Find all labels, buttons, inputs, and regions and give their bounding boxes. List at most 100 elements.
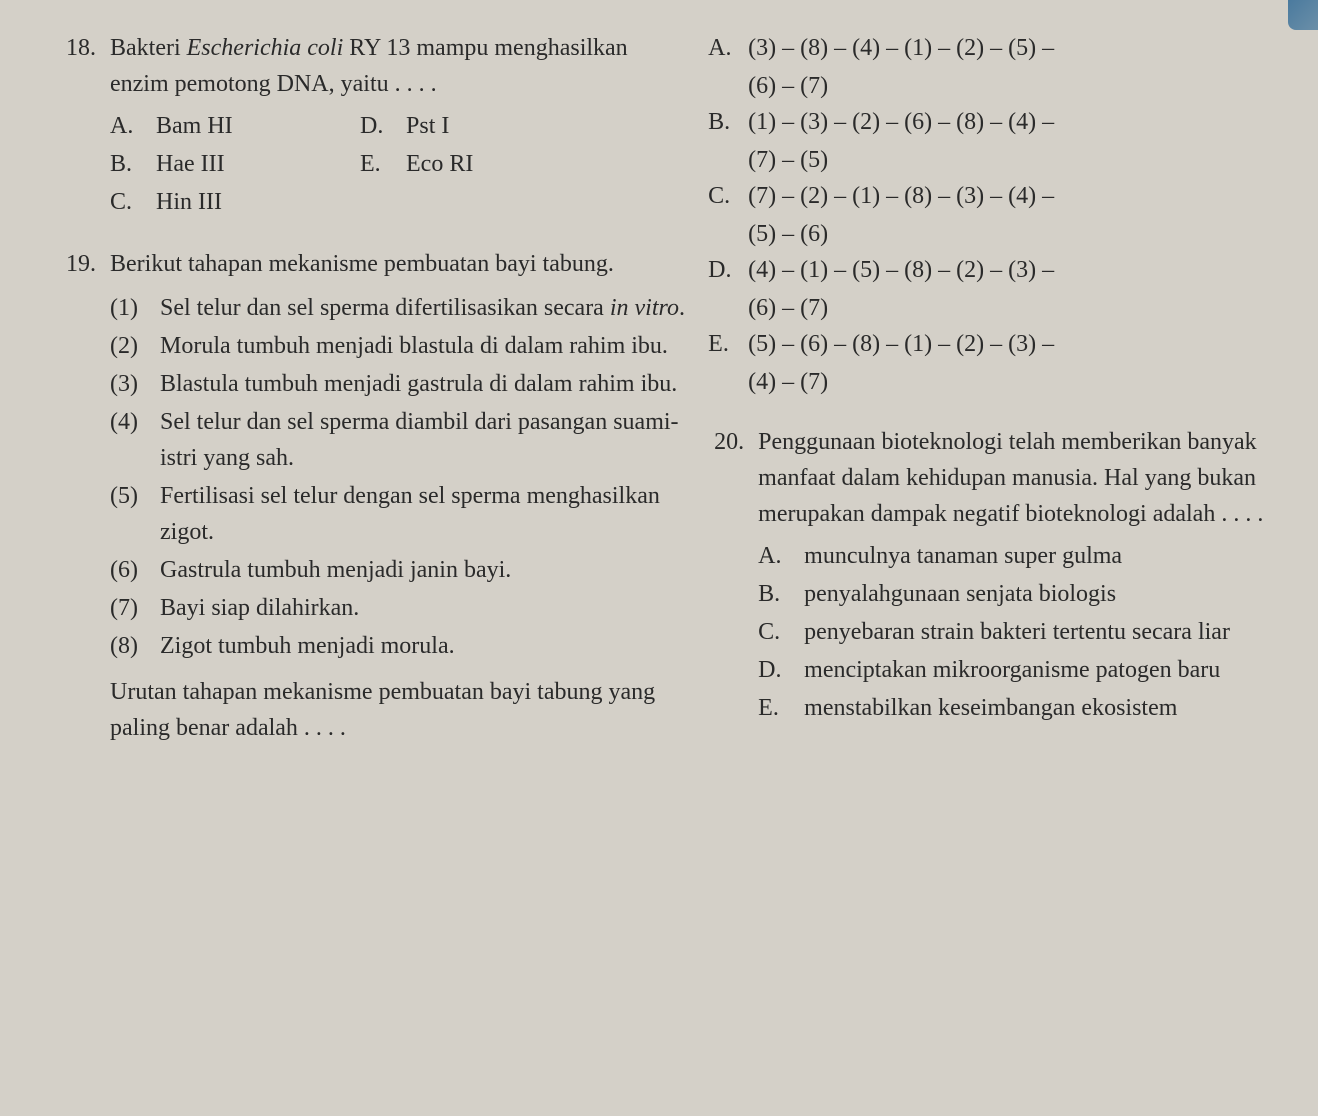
option-letter: E. [758, 690, 804, 726]
sub-text: Sel telur dan sel sperma diambil dari pa… [160, 404, 688, 476]
option-letter: B. [758, 576, 804, 612]
text-part: . [679, 295, 685, 321]
option-d: D. menciptakan mikroorganisme patogen ba… [758, 652, 1264, 688]
option-letter: C. [758, 614, 804, 650]
question-number: 20. [708, 424, 758, 728]
option-text: Bam HI [156, 108, 310, 144]
answer-a-cont: (6) – (7) [708, 68, 1264, 104]
answer-e: E. (5) – (6) – (8) – (1) – (2) – (3) – [708, 326, 1264, 362]
question-continuation: Urutan tahapan mekanisme pembuatan bayi … [110, 674, 688, 746]
option-a: A. Bam HI [110, 108, 310, 144]
text-italic: Escherichia coli [187, 35, 344, 61]
option-b: B. Hae III [110, 146, 310, 182]
sub-number: (7) [110, 590, 160, 626]
option-d: D. Pst I [360, 108, 449, 144]
answer-d-cont: (6) – (7) [708, 290, 1264, 326]
answer-d: D. (4) – (1) – (5) – (8) – (2) – (3) – [708, 252, 1264, 288]
sub-number: (4) [110, 404, 160, 476]
options-list: A. munculnya tanaman super gulma B. peny… [758, 538, 1264, 726]
question-body: Berikut tahapan mekanisme pembuatan bayi… [110, 246, 688, 746]
option-letter: D. [360, 108, 406, 144]
answer-a: A. (3) – (8) – (4) – (1) – (2) – (5) – [708, 30, 1264, 66]
text-part: Sel telur dan sel sperma difertilisasika… [160, 295, 610, 321]
option-e: E. menstabilkan keseimbangan ekosistem [758, 690, 1264, 726]
sub-item-1: (1) Sel telur dan sel sperma difertilisa… [110, 290, 688, 326]
question-text: Bakteri Escherichia coli RY 13 mampu men… [110, 30, 688, 102]
option-letter: E. [360, 146, 406, 182]
question-text: Penggunaan bioteknologi telah memberikan… [758, 424, 1264, 532]
option-text: menciptakan mikroorganisme patogen baru [804, 652, 1264, 688]
option-text: Eco RI [406, 146, 473, 182]
sub-text: Zigot tumbuh menjadi morula. [160, 628, 688, 664]
option-text: Hin III [156, 184, 688, 220]
option-text: munculnya tanaman super gulma [804, 538, 1264, 574]
answer-b: B. (1) – (3) – (2) – (6) – (8) – (4) – [708, 104, 1264, 140]
option-letter: A. [110, 108, 156, 144]
option-e: E. Eco RI [360, 146, 473, 182]
answer-sequence: (7) – (2) – (1) – (8) – (3) – (4) – [748, 178, 1264, 214]
answer-c-cont: (5) – (6) [708, 216, 1264, 252]
option-text: Hae III [156, 146, 310, 182]
option-row: A. Bam HI D. Pst I [110, 108, 688, 146]
option-letter: B. [110, 146, 156, 182]
two-column-layout: 18. Bakteri Escherichia coli RY 13 mampu… [60, 30, 1268, 770]
sub-number: (2) [110, 328, 160, 364]
sub-text: Fertilisasi sel telur dengan sel sperma … [160, 478, 688, 550]
sub-items-list: (1) Sel telur dan sel sperma difertilisa… [110, 290, 688, 664]
question-18: 18. Bakteri Escherichia coli RY 13 mampu… [60, 30, 688, 222]
question-number: 19. [60, 246, 110, 746]
question-body: Penggunaan bioteknologi telah memberikan… [758, 424, 1264, 728]
sub-text: Sel telur dan sel sperma difertilisasika… [160, 290, 688, 326]
option-letter: C. [110, 184, 156, 220]
sub-item-6: (6) Gastrula tumbuh menjadi janin bayi. [110, 552, 688, 588]
sub-text: Bayi siap dilahirkan. [160, 590, 688, 626]
sub-number: (8) [110, 628, 160, 664]
answer-e-cont: (4) – (7) [708, 364, 1264, 400]
options-list: A. Bam HI D. Pst I B. Hae III [110, 108, 688, 220]
option-text: Pst I [406, 108, 449, 144]
page-corner-fold [1288, 0, 1318, 30]
right-column: A. (3) – (8) – (4) – (1) – (2) – (5) – (… [708, 30, 1264, 770]
sub-text: Morula tumbuh menjadi blastula di dalam … [160, 328, 688, 364]
option-b: B. penyalahgunaan senjata biologis [758, 576, 1264, 612]
answer-c: C. (7) – (2) – (1) – (8) – (3) – (4) – [708, 178, 1264, 214]
option-row: B. Hae III E. Eco RI [110, 146, 688, 184]
left-column: 18. Bakteri Escherichia coli RY 13 mampu… [60, 30, 688, 770]
question-text: Berikut tahapan mekanisme pembuatan bayi… [110, 246, 688, 282]
answer-letter: D. [708, 252, 748, 288]
sub-item-2: (2) Morula tumbuh menjadi blastula di da… [110, 328, 688, 364]
sub-text: Gastrula tumbuh menjadi janin bayi. [160, 552, 688, 588]
question-20: 20. Penggunaan bioteknologi telah member… [708, 424, 1264, 728]
answer-letter: B. [708, 104, 748, 140]
question-19: 19. Berikut tahapan mekanisme pembuatan … [60, 246, 688, 746]
sub-item-7: (7) Bayi siap dilahirkan. [110, 590, 688, 626]
question-19-answers: A. (3) – (8) – (4) – (1) – (2) – (5) – (… [708, 30, 1264, 400]
sub-number: (1) [110, 290, 160, 326]
answer-letter: E. [708, 326, 748, 362]
sub-number: (6) [110, 552, 160, 588]
answer-sequence: (1) – (3) – (2) – (6) – (8) – (4) – [748, 104, 1264, 140]
text-part: Bakteri [110, 35, 187, 61]
text-italic: in vitro [610, 295, 679, 321]
question-number: 18. [60, 30, 110, 222]
answer-letter: A. [708, 30, 748, 66]
option-letter: D. [758, 652, 804, 688]
sub-number: (3) [110, 366, 160, 402]
question-body: Bakteri Escherichia coli RY 13 mampu men… [110, 30, 688, 222]
option-c: C. Hin III [110, 184, 688, 220]
answer-sequence: (3) – (8) – (4) – (1) – (2) – (5) – [748, 30, 1264, 66]
option-a: A. munculnya tanaman super gulma [758, 538, 1264, 574]
answer-sequence: (4) – (1) – (5) – (8) – (2) – (3) – [748, 252, 1264, 288]
answer-sequence: (5) – (6) – (8) – (1) – (2) – (3) – [748, 326, 1264, 362]
sub-number: (5) [110, 478, 160, 550]
option-c: C. penyebaran strain bakteri tertentu se… [758, 614, 1264, 650]
sub-text: Blastula tumbuh menjadi gastrula di dala… [160, 366, 688, 402]
option-letter: A. [758, 538, 804, 574]
sub-item-5: (5) Fertilisasi sel telur dengan sel spe… [110, 478, 688, 550]
answers-body: A. (3) – (8) – (4) – (1) – (2) – (5) – (… [708, 30, 1264, 400]
option-text: penyebaran strain bakteri tertentu secar… [804, 614, 1264, 650]
sub-item-3: (3) Blastula tumbuh menjadi gastrula di … [110, 366, 688, 402]
option-text: penyalahgunaan senjata biologis [804, 576, 1264, 612]
option-text: menstabilkan keseimbangan ekosistem [804, 690, 1264, 726]
answer-b-cont: (7) – (5) [708, 142, 1264, 178]
